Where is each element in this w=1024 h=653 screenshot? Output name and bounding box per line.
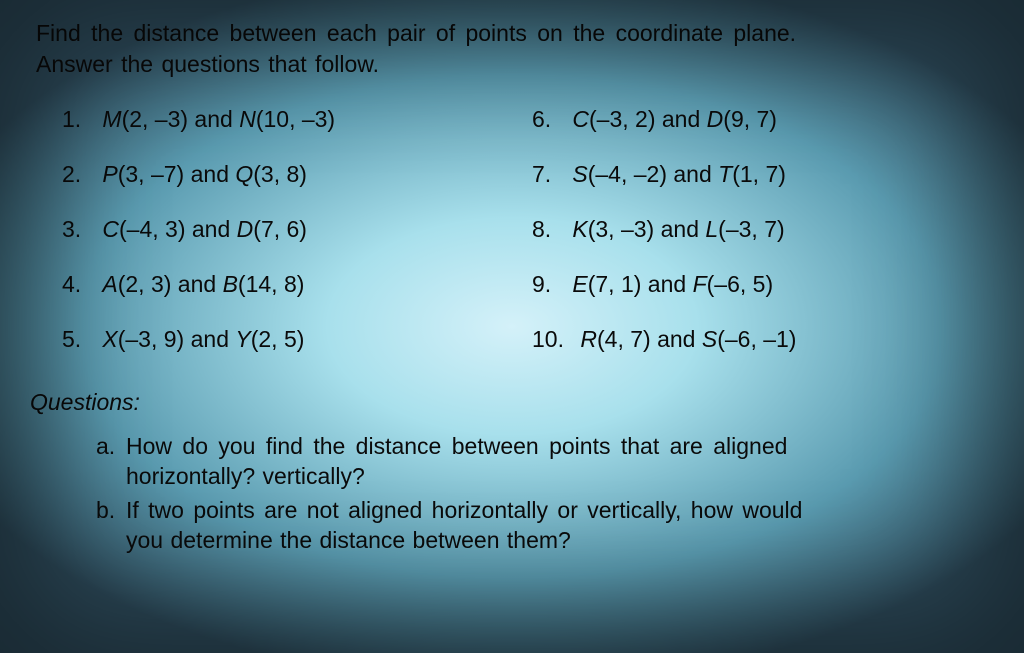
- problem-number: 5.: [62, 326, 96, 353]
- point-coords: (–4, –2): [588, 161, 667, 187]
- conj-and: and: [184, 326, 235, 352]
- conj-and: and: [171, 271, 222, 297]
- point-label: Y: [235, 326, 250, 352]
- problem-5: 5. X(–3, 9) and Y(2, 5): [62, 326, 532, 353]
- point-label: T: [718, 161, 732, 187]
- problem-number: 8.: [532, 216, 566, 243]
- point-label: K: [572, 216, 587, 242]
- point-coords: (–4, 3): [119, 216, 185, 242]
- problem-2: 2. P(3, –7) and Q(3, 8): [62, 161, 532, 188]
- point-coords: (7, 1): [588, 271, 642, 297]
- point-coords: (–3, 9): [118, 326, 184, 352]
- problems-col-left: 1. M(2, –3) and N(10, –3) 2. P(3, –7) an…: [62, 106, 532, 353]
- conj-and: and: [656, 106, 707, 132]
- point-coords: (–3, 2): [589, 106, 655, 132]
- point-label: E: [572, 271, 587, 297]
- point-coords: (10, –3): [256, 106, 335, 132]
- point-coords: (9, 7): [723, 106, 777, 132]
- point-label: C: [572, 106, 589, 132]
- point-coords: (4, 7): [597, 326, 651, 352]
- problem-10: 10. R(4, 7) and S(–6, –1): [532, 326, 988, 353]
- problem-number: 2.: [62, 161, 96, 188]
- point-label: M: [102, 106, 121, 132]
- problem-4: 4. A(2, 3) and B(14, 8): [62, 271, 532, 298]
- problem-1: 1. M(2, –3) and N(10, –3): [62, 106, 532, 133]
- instructions: Find the distance between each pair of p…: [36, 18, 988, 80]
- conj-and: and: [654, 216, 705, 242]
- conj-and: and: [188, 106, 239, 132]
- problem-3: 3. C(–4, 3) and D(7, 6): [62, 216, 532, 243]
- problem-number: 1.: [62, 106, 96, 133]
- question-a: a. How do you find the distance between …: [96, 432, 988, 492]
- problems-col-right: 6. C(–3, 2) and D(9, 7) 7. S(–4, –2) and…: [532, 106, 988, 353]
- question-text: How do you find the distance between poi…: [126, 433, 787, 459]
- point-label: P: [102, 161, 117, 187]
- question-letter: a.: [96, 432, 126, 492]
- problem-number: 7.: [532, 161, 566, 188]
- problem-number: 9.: [532, 271, 566, 298]
- point-label: N: [239, 106, 256, 132]
- point-label: S: [572, 161, 587, 187]
- point-label: D: [237, 216, 254, 242]
- point-label: R: [580, 326, 597, 352]
- point-label: C: [102, 216, 119, 242]
- problem-6: 6. C(–3, 2) and D(9, 7): [532, 106, 988, 133]
- conj-and: and: [651, 326, 702, 352]
- point-label: L: [705, 216, 718, 242]
- questions-heading: Questions:: [30, 389, 988, 416]
- point-coords: (–6, –1): [717, 326, 796, 352]
- question-text: horizontally? vertically?: [126, 463, 365, 489]
- point-label: F: [693, 271, 707, 297]
- question-letter: b.: [96, 496, 126, 556]
- question-text: you determine the distance between them?: [126, 527, 571, 553]
- conj-and: and: [667, 161, 718, 187]
- point-label: X: [102, 326, 117, 352]
- point-label: D: [707, 106, 724, 132]
- problem-9: 9. E(7, 1) and F(–6, 5): [532, 271, 988, 298]
- point-coords: (7, 6): [253, 216, 307, 242]
- question-b: b. If two points are not aligned horizon…: [96, 496, 988, 556]
- point-coords: (1, 7): [732, 161, 786, 187]
- problem-number: 10.: [532, 326, 574, 353]
- problems-grid: 1. M(2, –3) and N(10, –3) 2. P(3, –7) an…: [62, 106, 988, 353]
- point-coords: (2, 3): [118, 271, 172, 297]
- point-coords: (–6, 5): [707, 271, 773, 297]
- point-coords: (2, 5): [251, 326, 305, 352]
- problem-number: 3.: [62, 216, 96, 243]
- problem-8: 8. K(3, –3) and L(–3, 7): [532, 216, 988, 243]
- point-coords: (–3, 7): [718, 216, 784, 242]
- point-coords: (3, –3): [588, 216, 654, 242]
- conj-and: and: [184, 161, 235, 187]
- point-coords: (14, 8): [238, 271, 304, 297]
- conj-and: and: [186, 216, 237, 242]
- conj-and: and: [641, 271, 692, 297]
- point-coords: (3, –7): [118, 161, 184, 187]
- point-label: A: [102, 271, 117, 297]
- problem-number: 6.: [532, 106, 566, 133]
- point-label: B: [223, 271, 238, 297]
- point-label: Q: [235, 161, 253, 187]
- problem-7: 7. S(–4, –2) and T(1, 7): [532, 161, 988, 188]
- intro-line2: Answer the questions that follow.: [36, 51, 379, 77]
- problem-number: 4.: [62, 271, 96, 298]
- point-coords: (3, 8): [253, 161, 307, 187]
- question-text: If two points are not aligned horizontal…: [126, 497, 802, 523]
- intro-line1: Find the distance between each pair of p…: [36, 20, 796, 46]
- point-coords: (2, –3): [122, 106, 188, 132]
- questions-list: a. How do you find the distance between …: [96, 432, 988, 556]
- point-label: S: [702, 326, 717, 352]
